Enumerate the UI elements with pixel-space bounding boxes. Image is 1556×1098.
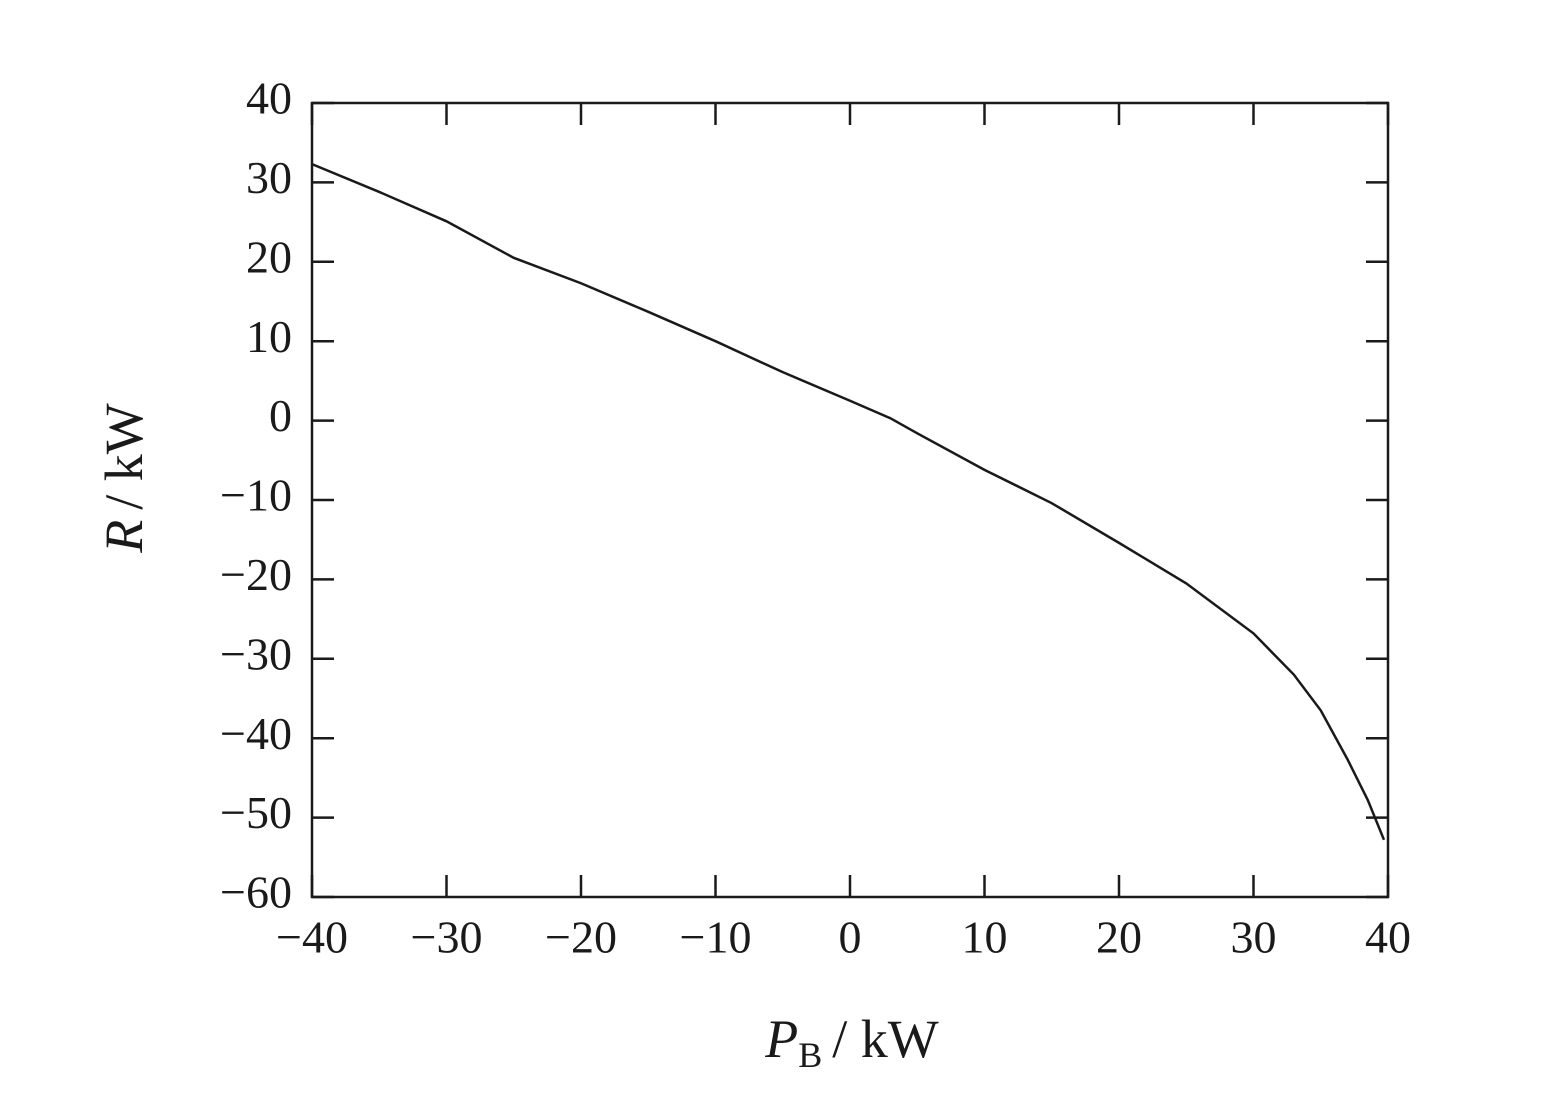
y-axis-symbol: R (94, 520, 154, 554)
x-tick-label: 0 (839, 912, 862, 963)
data-line (311, 162, 1386, 841)
y-tick-label: −20 (220, 549, 292, 600)
y-tick-label: −10 (220, 470, 292, 521)
x-axis-symbol: P (764, 1009, 798, 1069)
x-tick-label: 10 (962, 912, 1008, 963)
x-tick-label: −10 (680, 912, 752, 963)
plot-frame (310, 101, 1390, 899)
x-tick-label: 30 (1231, 912, 1277, 963)
y-tick-label: 20 (246, 231, 292, 282)
x-axis-subscript: B (798, 1035, 822, 1075)
x-tick-label: −20 (545, 912, 617, 963)
x-axis-title: PB / kW (764, 1009, 939, 1075)
x-tick-label: −30 (411, 912, 483, 963)
y-axis-title: R / kW (94, 403, 154, 554)
x-tick-label: 20 (1096, 912, 1142, 963)
y-tick-label: −50 (220, 787, 292, 838)
y-axis-unit: / kW (94, 403, 154, 510)
x-tick-label: −40 (276, 912, 348, 963)
y-tick-label: 10 (246, 311, 292, 362)
x-axis-unit: / kW (832, 1009, 939, 1069)
y-tick-label: 30 (246, 152, 292, 203)
y-tick-label: −60 (220, 867, 292, 918)
y-tick-label: 0 (269, 390, 292, 441)
y-tick-label: −30 (220, 628, 292, 679)
y-tick-label: 40 (246, 73, 292, 124)
y-tick-label: −40 (220, 708, 292, 759)
x-tick-label: 40 (1365, 912, 1411, 963)
